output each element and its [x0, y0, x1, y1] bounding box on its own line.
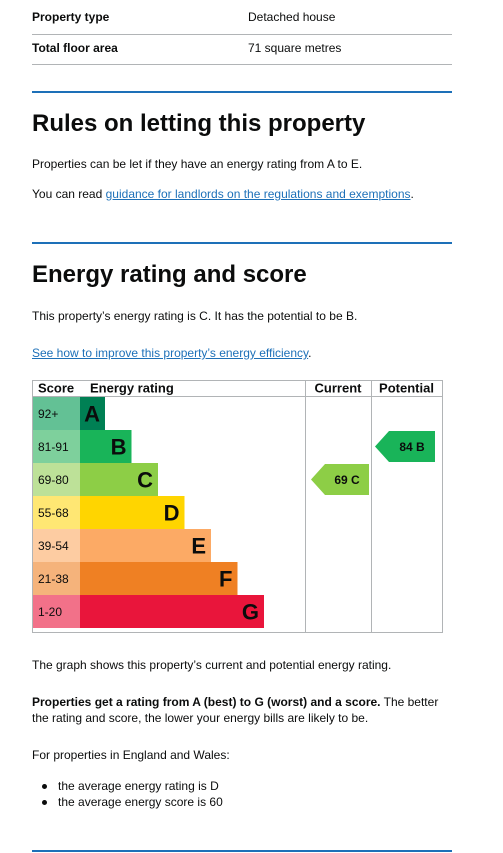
- rating-bar-b: [80, 430, 132, 463]
- improve-paragraph: See how to improve this property’s energ…: [32, 345, 452, 361]
- energy-rating-text: This property’s energy rating is C. It h…: [32, 309, 358, 323]
- rating-bar-e: [80, 529, 211, 562]
- summary-key: Property type: [32, 10, 110, 24]
- score-cell-f: [33, 562, 80, 595]
- rating-bar-g: [80, 595, 264, 628]
- score-range-a: 92+: [38, 407, 58, 421]
- summary-value: 71 square metres: [248, 41, 342, 55]
- score-cell-c: [33, 463, 80, 496]
- rating-letter-f: F: [219, 567, 232, 592]
- rating-letter-c: C: [137, 468, 153, 493]
- improve-efficiency-link[interactable]: See how to improve this property’s energ…: [32, 346, 309, 360]
- score-range-d: 55-68: [38, 506, 69, 520]
- rating-explanation-bold: Properties get a rating from A (best) to…: [32, 695, 381, 709]
- letting-text: Properties can be let if they have an en…: [32, 157, 363, 171]
- improve-suffix: .: [308, 346, 312, 360]
- score-cell-b: [33, 430, 80, 463]
- rating-column-header: Energy rating: [90, 381, 174, 396]
- section-divider: [32, 242, 452, 244]
- graph-explanation: The graph shows this property’s current …: [32, 658, 392, 672]
- score-cell-g: [33, 595, 80, 628]
- current-column-header: Current: [315, 381, 363, 396]
- averages-list: the average energy rating is D the avera…: [32, 778, 223, 810]
- energy-heading: Energy rating and score: [32, 261, 307, 288]
- summary-row-floor-area: Total floor area 71 square metres: [32, 35, 452, 65]
- score-cell-a: [33, 397, 80, 430]
- score-cell-d: [33, 496, 80, 529]
- rating-bar-a: [80, 397, 105, 430]
- rating-bar-c: [80, 463, 158, 496]
- rating-letter-b: B: [111, 435, 127, 460]
- rating-letter-g: G: [242, 600, 259, 625]
- list-item: the average energy rating is D: [32, 778, 223, 794]
- rating-explanation-rest: The better the rating and score, the low…: [32, 695, 439, 725]
- section-divider: [32, 91, 452, 93]
- summary-key: Total floor area: [32, 41, 118, 55]
- rating-bar-d: [80, 496, 185, 529]
- averages-intro: For properties in England and Wales:: [32, 748, 230, 762]
- summary-value: Detached house: [248, 10, 336, 24]
- summary-row-property-type: Property type Detached house: [32, 4, 452, 35]
- score-range-f: 21-38: [38, 572, 69, 586]
- potential-column-header: Potential: [379, 381, 434, 396]
- section-divider: [32, 850, 452, 852]
- potential-arrow: [375, 431, 435, 462]
- score-range-b: 81-91: [38, 440, 69, 454]
- rating-letter-d: D: [164, 501, 180, 526]
- guidance-prefix: You can read: [32, 187, 106, 201]
- letting-heading: Rules on letting this property: [32, 110, 366, 137]
- potential-rating-label: 84 B: [399, 440, 425, 454]
- rating-bar-f: [80, 562, 238, 595]
- score-range-g: 1-20: [38, 605, 62, 619]
- score-column-header: Score: [38, 381, 74, 396]
- list-item: the average energy score is 60: [32, 794, 223, 810]
- landlord-guidance-link[interactable]: guidance for landlords on the regulation…: [105, 187, 411, 201]
- current-rating-label: 69 C: [334, 473, 360, 487]
- rating-explanation: Properties get a rating from A (best) to…: [32, 694, 452, 726]
- score-range-e: 39-54: [38, 539, 69, 553]
- score-cell-e: [33, 529, 80, 562]
- letting-guidance: You can read guidance for landlords on t…: [32, 186, 452, 202]
- guidance-suffix: .: [410, 187, 414, 201]
- rating-letter-a: A: [84, 402, 100, 427]
- current-arrow: [311, 464, 369, 495]
- energy-rating-chart: Score Energy rating Current Potential 92+ A 81…: [32, 380, 443, 633]
- score-range-c: 69-80: [38, 473, 69, 487]
- rating-letter-e: E: [191, 534, 206, 559]
